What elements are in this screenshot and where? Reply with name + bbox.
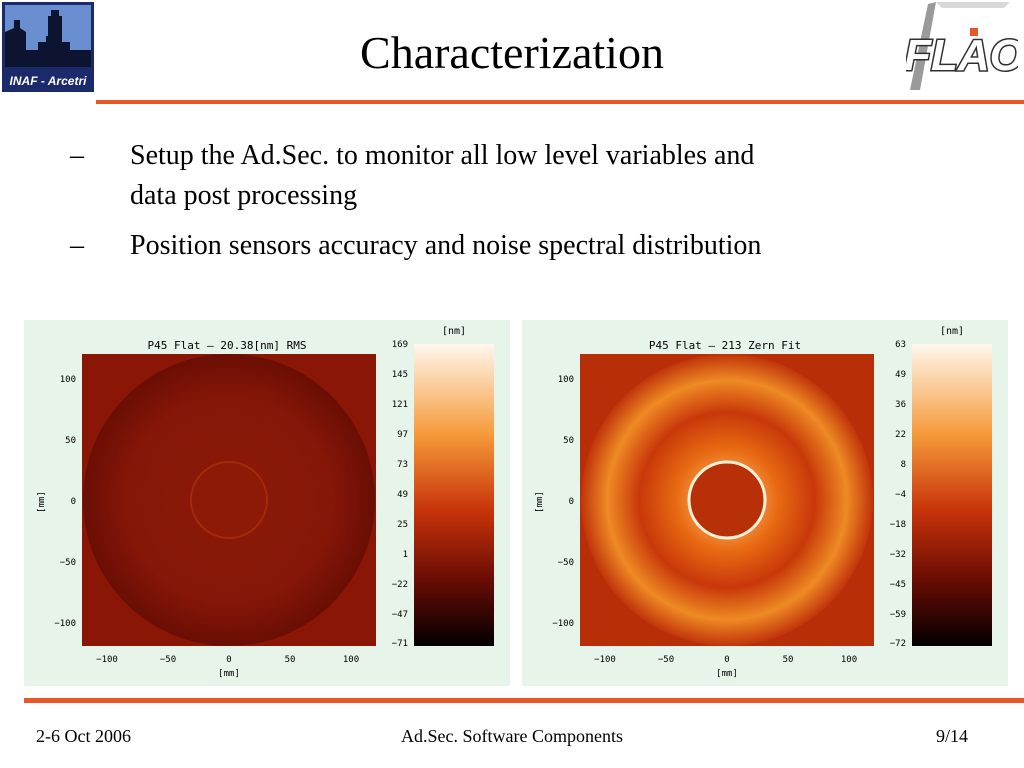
colorbar-ticks: 63 49 36 22 8 −4 −18 −32 −45 −59 −72 [890,340,906,649]
x-tick: −100 [594,655,616,665]
y-tick: 0 [569,497,574,507]
y-tick: 50 [65,436,76,446]
colorbar-unit: [nm] [442,326,466,337]
x-tick: −50 [658,655,674,665]
colorbar-tick: 36 [895,400,906,410]
x-tick: 100 [343,655,359,665]
y-tick: 50 [563,436,574,446]
footer-date: 2-6 Oct 2006 [36,726,131,746]
colorbar-tick: 97 [397,430,408,440]
colorbar-tick: 49 [397,490,408,500]
x-axis-label: [mm] [218,669,240,679]
bullet-text: Setup the Ad.Sec. to monitor all low lev… [130,140,755,211]
y-axis-label: [mm] [535,491,545,513]
x-tick: 0 [724,655,729,665]
y-tick: −50 [558,558,574,568]
y-axis-label: [mm] [37,491,47,513]
central-hole [190,461,268,539]
x-tick: 50 [783,655,794,665]
inaf-arcetri-logo: INAF - Arcetri [2,2,94,92]
colorbar-tick: −45 [890,580,906,590]
footer-divider [24,698,1024,703]
colorbar-tick: −59 [890,610,906,620]
colorbar-tick: 63 [895,340,906,350]
colorbar-tick: −22 [392,580,408,590]
surface-map-plot-zernike-fit: P45 Flat – 213 Zern Fit 100 50 0 −50 −10… [522,320,1008,686]
colorbar-tick: 73 [397,460,408,470]
y-tick: −100 [54,619,76,629]
colorbar-tick: 49 [895,370,906,380]
colorbar-tick: −18 [890,520,906,530]
x-tick: −100 [96,655,118,665]
colorbar-tick: 145 [392,370,408,380]
x-tick: −50 [160,655,176,665]
colorbar-tick: −71 [392,639,408,649]
x-tick: 0 [226,655,231,665]
page-title: Characterization [360,27,664,78]
colorbar [414,344,494,646]
surface-map-plot-rms: P45 Flat – 20.38[nm] RMS 100 50 0 −50 −1… [24,320,510,686]
plot-title: P45 Flat – 213 Zern Fit [649,339,801,352]
x-tick: 50 [285,655,296,665]
colorbar-tick: 121 [392,400,408,410]
y-tick: 100 [60,375,76,385]
flao-logo: FLAO [903,0,1024,94]
x-axis-label: [mm] [716,669,738,679]
y-tick: 100 [558,375,574,385]
footer-title: Ad.Sec. Software Components [401,726,623,746]
y-tick: −50 [60,558,76,568]
x-axis-ticks: −100 −50 0 50 100 [594,655,857,665]
y-axis-ticks: 100 50 0 −50 −100 [54,375,76,629]
colorbar-tick: −4 [895,490,906,500]
colorbar-unit: [nm] [940,326,964,337]
colorbar [912,344,992,646]
plot-title: P45 Flat – 20.38[nm] RMS [148,339,307,352]
colorbar-tick: 8 [901,460,906,470]
y-tick: −100 [552,619,574,629]
central-hole [687,460,767,540]
colorbar-tick: 25 [397,520,408,530]
header-divider [96,100,1024,104]
logo-right-text: FLAO [906,31,1018,80]
colorbar-tick: 22 [895,430,906,440]
slide-number: 9/14 [935,726,968,746]
logo-left-text: INAF - Arcetri [10,74,88,88]
x-tick: 100 [841,655,857,665]
bullet-dash: – [70,230,84,261]
colorbar-tick: 169 [392,340,408,350]
colorbar-ticks: 169 145 121 97 73 49 25 1 −22 −47 −71 [392,340,408,649]
colorbar-tick: −47 [392,610,408,620]
bullet-text: Position sensors accuracy and noise spec… [130,230,762,261]
x-axis-ticks: −100 −50 0 50 100 [96,655,359,665]
colorbar-tick: −72 [890,639,906,649]
colorbar-tick: 1 [403,550,408,560]
y-tick: 0 [71,497,76,507]
colorbar-tick: −32 [890,550,906,560]
bullet-dash: – [70,140,84,171]
y-axis-ticks: 100 50 0 −50 −100 [552,375,574,629]
